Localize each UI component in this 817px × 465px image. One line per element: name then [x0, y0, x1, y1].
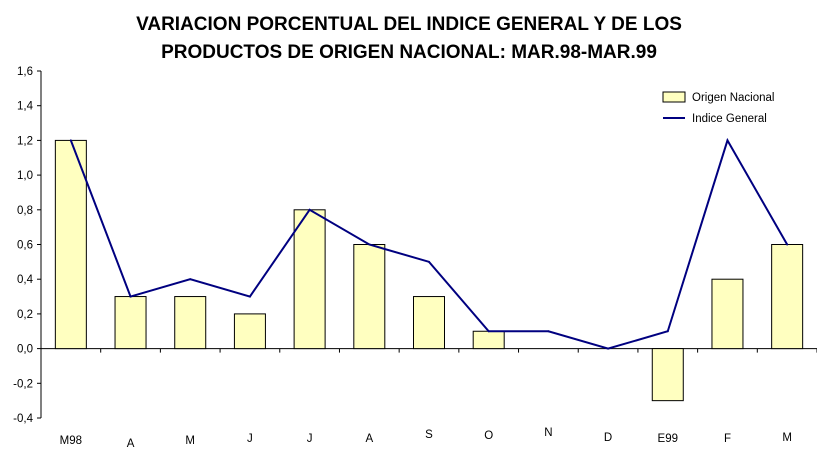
point-indice-general: [786, 243, 789, 246]
point-indice-general: [69, 139, 72, 142]
x-tick-label: M98: [60, 435, 82, 447]
point-indice-general: [666, 330, 669, 333]
point-indice-general: [487, 330, 490, 333]
legend-swatch-origen-nacional: [662, 91, 686, 103]
bar-origen-nacional: [353, 244, 386, 350]
plot-area: 1,6 1,4 1,2 1,0 0,8 0,6 0,4 0,2 0,0 -0,2 -0,4 M98 A M…: [13, 66, 817, 450]
bar-origen-nacional: [651, 348, 684, 402]
y-tick-label: 0,2: [17, 309, 33, 321]
point-indice-general: [428, 260, 430, 263]
bar-origen-nacional: [711, 278, 744, 350]
y-tick-label: 1,2: [17, 135, 33, 147]
x-tick-label: M: [185, 435, 195, 447]
point-indice-general: [368, 243, 371, 246]
x-tick-label: J: [307, 433, 313, 445]
x-tick-label: F: [724, 433, 731, 445]
y-tick-label: 0,6: [17, 240, 33, 252]
x-tick-label: O: [484, 430, 493, 442]
bar-origen-nacional: [174, 296, 207, 350]
bar-origen-nacional: [233, 313, 266, 350]
x-tick-label: A: [365, 433, 373, 445]
bar-origen-nacional: [114, 296, 147, 350]
y-tick-label: -0,4: [13, 413, 33, 425]
point-indice-general: [607, 347, 610, 350]
point-indice-general: [547, 330, 550, 333]
y-tick-label: 1,4: [17, 101, 34, 113]
x-tick-label: D: [604, 432, 612, 444]
bar-origen-nacional: [413, 296, 445, 350]
legend-label-indice-general: Indice General: [692, 113, 767, 125]
y-tick-label: 0,4: [17, 274, 34, 286]
y-tick-label: 0,8: [17, 205, 33, 217]
point-indice-general: [189, 278, 192, 281]
x-tick-label: J: [247, 433, 253, 445]
chart-title-line-2: PRODUCTOS DE ORIGEN NACIONAL: MAR.98-MAR…: [161, 42, 657, 63]
point-indice-general: [308, 208, 311, 211]
point-indice-general: [726, 139, 729, 142]
x-tick-label: N: [544, 427, 552, 439]
y-tick-label: 0,0: [17, 344, 33, 356]
x-tick-label: A: [127, 438, 135, 450]
legend: Origen Nacional Indice General: [662, 91, 774, 125]
bar-origen-nacional: [472, 330, 505, 350]
legend-label-origen-nacional: Origen Nacional: [692, 92, 774, 104]
y-tick-label: 1,0: [17, 170, 33, 182]
bar-origen-nacional: [293, 209, 326, 350]
point-indice-general: [129, 295, 132, 298]
x-tick-label: E99: [658, 433, 678, 445]
bar-origen-nacional: [54, 139, 87, 350]
x-tick-label: M: [782, 432, 792, 444]
chart-title-line-1: VARIACION PORCENTUAL DEL INDICE GENERAL …: [136, 14, 682, 35]
bar-origen-nacional: [771, 244, 804, 350]
y-tick-label: -0,2: [13, 378, 33, 390]
x-tick-label: S: [425, 429, 433, 441]
y-tick-label: 1,6: [17, 66, 33, 78]
point-indice-general: [248, 295, 251, 298]
